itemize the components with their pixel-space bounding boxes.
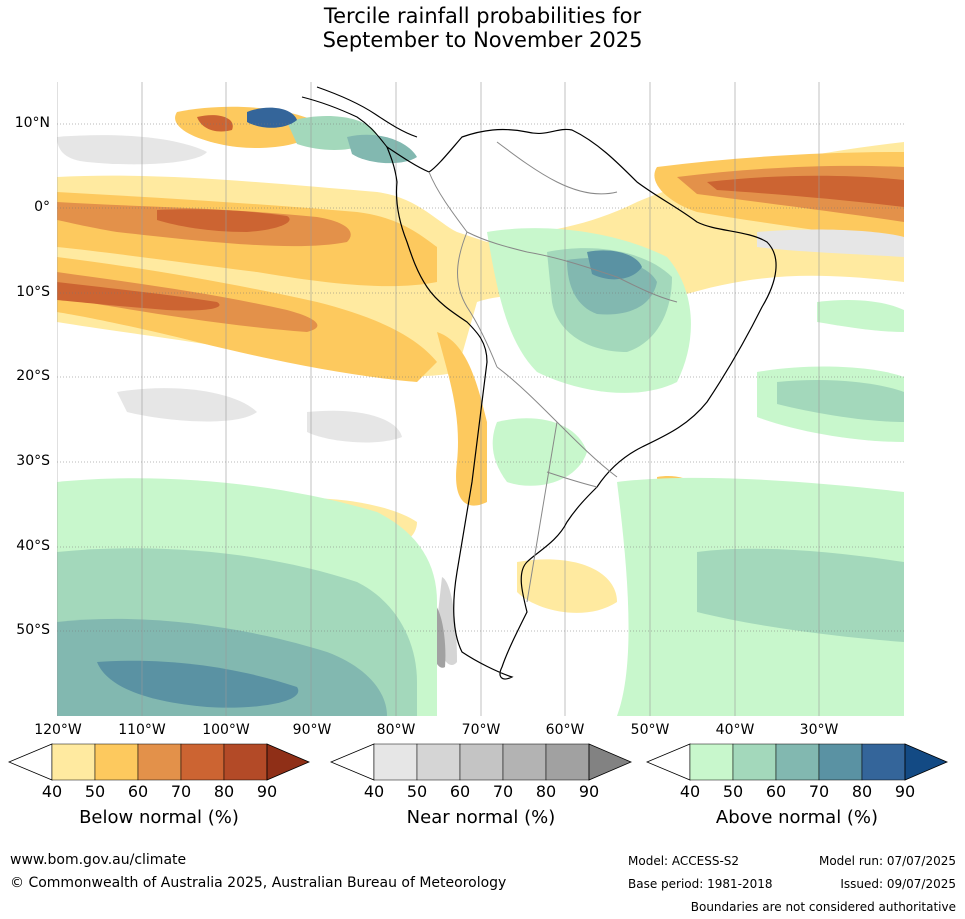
below-tick: 40 — [41, 782, 63, 801]
colorbar-swatch — [51, 743, 96, 781]
above-normal-region — [347, 134, 417, 164]
map-meridians — [57, 82, 820, 716]
below-tick: 60 — [127, 782, 149, 801]
above-normal-region — [492, 418, 587, 486]
below-tick: 70 — [170, 782, 192, 801]
below-tick: 50 — [84, 782, 106, 801]
lat-label-20s: 20°S — [16, 368, 50, 384]
colorbar-swatch — [373, 743, 418, 781]
colorbar-swatch — [502, 743, 547, 781]
colorbar-swatch — [689, 743, 734, 781]
near-normal-region — [757, 229, 904, 257]
colorbar-swatch — [459, 743, 504, 781]
above-normal-region — [817, 299, 904, 332]
below-normal-region — [57, 282, 220, 311]
below-tick: 90 — [256, 782, 278, 801]
map-gridlines — [57, 123, 904, 632]
colorbar-max-arrow — [904, 743, 948, 781]
colorbar-swatch — [861, 743, 906, 781]
colorbar-swatch — [545, 743, 590, 781]
below-normal-title: Below normal (%) — [79, 807, 239, 828]
country-borders — [428, 141, 678, 603]
above-normal-region — [97, 660, 299, 708]
lon-label-90w: 90°W — [292, 722, 332, 738]
model-run-text: Model run: 07/07/2025 — [818, 854, 956, 868]
near-tick: 40 — [363, 782, 385, 801]
lon-label-110w: 110°W — [118, 722, 166, 738]
below-normal-region — [157, 209, 290, 232]
near-normal-region — [307, 410, 402, 443]
lon-label-50w: 50°W — [630, 722, 670, 738]
above-tick: 90 — [894, 782, 916, 801]
probability-map — [57, 82, 904, 716]
near-normal-colorbar — [330, 743, 632, 781]
issued-text: Issued: 09/07/2025 — [840, 877, 956, 891]
colorbar-swatch — [94, 743, 139, 781]
colorbar-max-arrow — [266, 743, 310, 781]
near-tick: 70 — [492, 782, 514, 801]
above-tick: 80 — [851, 782, 873, 801]
below-normal-region — [197, 115, 233, 132]
website-link[interactable]: www.bom.gov.au/climate — [10, 852, 187, 868]
title-line-1: Tercile rainfall probabilities for — [323, 4, 642, 28]
map-canvas — [57, 82, 904, 716]
lon-label-80w: 80°W — [376, 722, 416, 738]
disclaimer-text: Boundaries are not considered authoritat… — [690, 900, 956, 914]
lat-label-0: 0° — [34, 199, 50, 215]
lat-label-30s: 30°S — [16, 453, 50, 469]
below-normal-colorbar — [8, 743, 310, 781]
below-normal-region — [707, 175, 904, 207]
lat-label-10s: 10°S — [16, 284, 50, 300]
above-normal-title: Above normal (%) — [715, 807, 879, 828]
title-line-2: September to November 2025 — [322, 28, 643, 52]
base-period-text: Base period: 1981-2018 — [628, 877, 773, 891]
lon-label-30w: 30°W — [799, 722, 839, 738]
above-normal-region — [697, 548, 904, 642]
near-tick: 80 — [535, 782, 557, 801]
lon-label-40w: 40°W — [715, 722, 755, 738]
colorbar-swatch — [732, 743, 777, 781]
lon-label-100w: 100°W — [202, 722, 250, 738]
lon-label-70w: 70°W — [461, 722, 501, 738]
colorbar-min-arrow — [646, 743, 691, 781]
colorbar-min-arrow — [330, 743, 375, 781]
above-normal-region — [247, 107, 297, 128]
south-america-coastline — [385, 128, 777, 680]
below-tick: 80 — [213, 782, 235, 801]
near-tick: 60 — [449, 782, 471, 801]
colorbar-swatch — [180, 743, 225, 781]
near-tick: 50 — [406, 782, 428, 801]
colorbar-swatch — [775, 743, 820, 781]
colorbar-max-arrow — [588, 743, 632, 781]
near-tick: 90 — [578, 782, 600, 801]
near-normal-region — [57, 135, 207, 165]
colorbar-swatch — [137, 743, 182, 781]
colorbar-swatch — [223, 743, 268, 781]
near-normal-region — [117, 388, 257, 422]
colorbar-swatch — [416, 743, 461, 781]
lon-label-60w: 60°W — [545, 722, 585, 738]
colorbar-min-arrow — [8, 743, 53, 781]
chart-title: Tercile rainfall probabilities for Septe… — [0, 4, 965, 52]
lon-label-120w: 120°W — [34, 722, 82, 738]
above-tick: 60 — [765, 782, 787, 801]
central-america-coastline — [301, 96, 388, 148]
lat-label-40s: 40°S — [16, 538, 50, 554]
central-america-coastline-north — [316, 86, 418, 138]
near-normal-title: Near normal (%) — [406, 807, 556, 828]
above-tick: 40 — [679, 782, 701, 801]
lat-label-10n: 10°N — [14, 115, 50, 131]
colorbar-swatch — [818, 743, 863, 781]
above-tick: 50 — [722, 782, 744, 801]
below-normal-region — [517, 559, 617, 613]
lat-label-50s: 50°S — [16, 622, 50, 638]
above-normal-colorbar — [646, 743, 948, 781]
copyright-text: © Commonwealth of Australia 2025, Austra… — [10, 875, 507, 891]
above-tick: 70 — [808, 782, 830, 801]
model-text: Model: ACCESS-S2 — [628, 854, 740, 868]
above-normal-region — [777, 380, 904, 422]
